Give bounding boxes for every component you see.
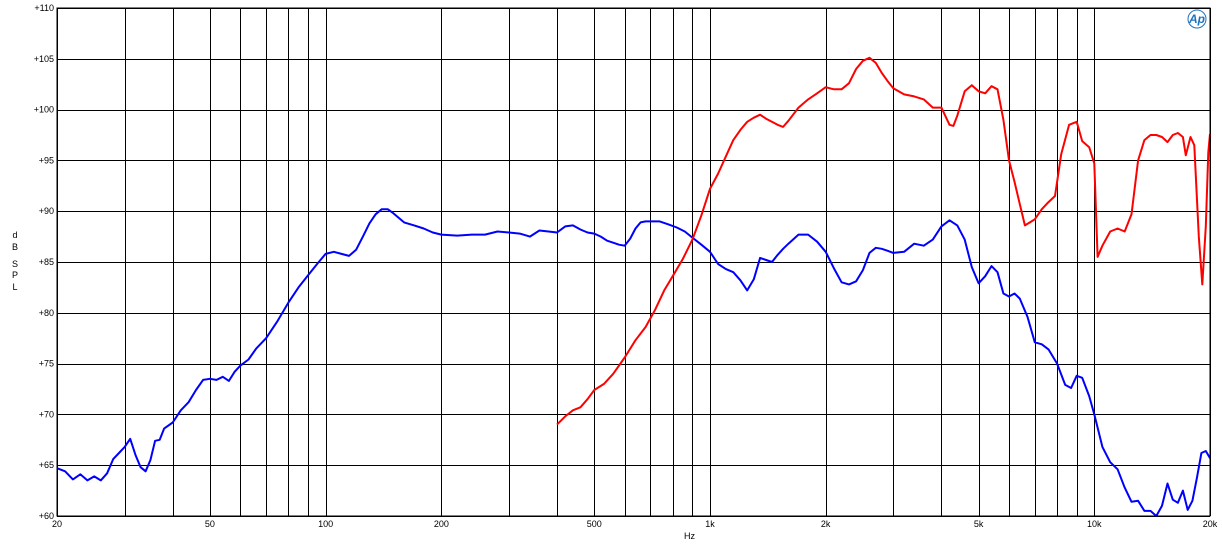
x-tick-label: 20 xyxy=(52,519,62,529)
x-tick-label: 20k xyxy=(1203,519,1218,529)
ap-logo-icon: Ap xyxy=(1187,9,1207,29)
ap-logo-text: Ap xyxy=(1188,12,1205,26)
y-tick-label: +105 xyxy=(34,54,54,64)
y-tick-label: +95 xyxy=(39,155,54,165)
y-axis-title-char: L xyxy=(12,282,17,292)
y-tick-label: +65 xyxy=(39,460,54,470)
x-tick-label: 200 xyxy=(434,519,449,529)
x-tick-label: 500 xyxy=(587,519,602,529)
y-axis-title-char: P xyxy=(12,270,18,280)
y-tick-label: +75 xyxy=(39,359,54,369)
series-lines xyxy=(56,56,1211,517)
y-tick-label: +90 xyxy=(39,206,54,216)
y-tick-label: +70 xyxy=(39,409,54,419)
x-tick-label: 2k xyxy=(821,519,831,529)
y-axis-title-char: B xyxy=(12,242,18,252)
y-tick-label: +85 xyxy=(39,257,54,267)
y-tick-label: +100 xyxy=(34,105,54,115)
x-tick-label: 50 xyxy=(205,519,215,529)
plot-frame xyxy=(56,7,1211,517)
y-axis-title-char: d xyxy=(12,230,17,240)
x-tick-labels: 20 50 100 200 500 1k 2k 5k 10k 20k xyxy=(52,519,1218,529)
x-tick-label: 100 xyxy=(318,519,333,529)
y-axis-title-char: S xyxy=(12,259,18,269)
x-tick-label: 5k xyxy=(974,519,984,529)
y-tick-label: +60 xyxy=(39,511,54,521)
series-line-2 xyxy=(556,56,1211,426)
x-tick-label: 1k xyxy=(705,519,715,529)
y-tick-label: +110 xyxy=(34,3,54,13)
y-tick-labels: +60 +65 +70 +75 +80 +85 +90 +95 +100 +105 +110 xyxy=(34,3,54,521)
x-tick-label: 10k xyxy=(1087,519,1102,529)
y-tick-label: +80 xyxy=(39,308,54,318)
series-line-1 xyxy=(56,208,1211,517)
x-axis-title: Hz xyxy=(684,531,695,541)
